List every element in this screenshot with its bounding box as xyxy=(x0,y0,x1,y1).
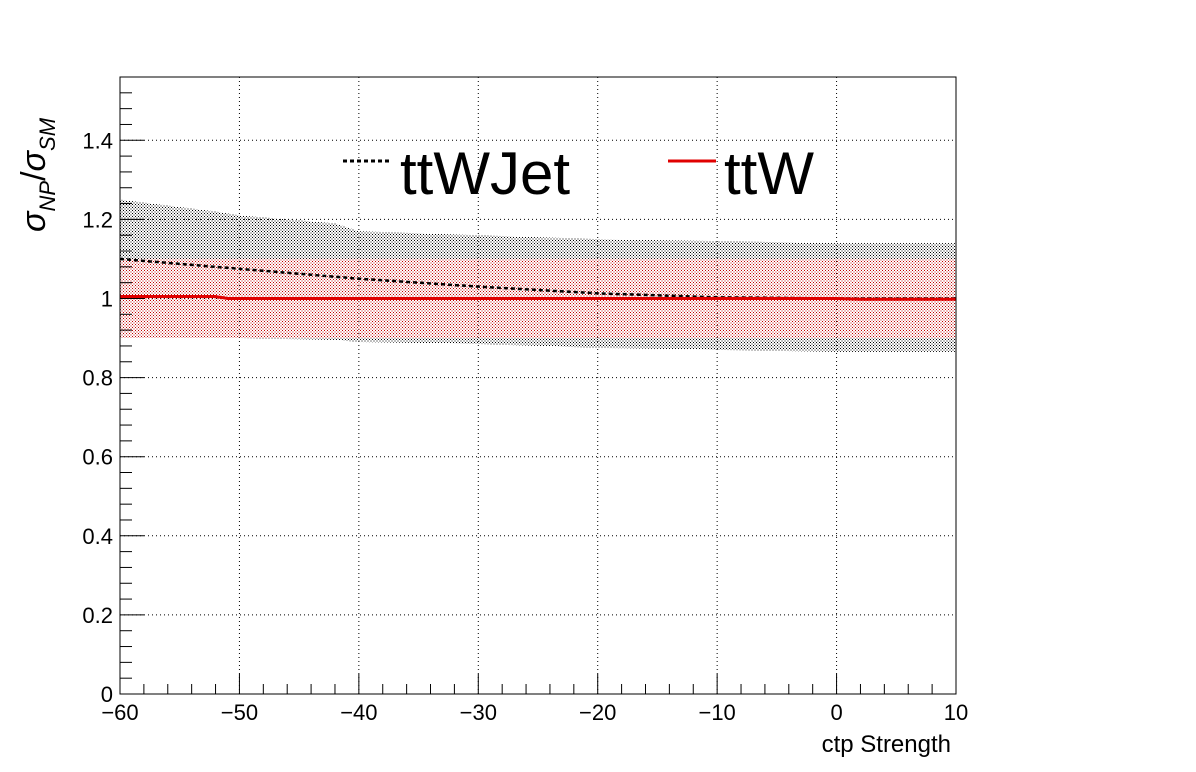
x-tick-label: −30 xyxy=(460,700,497,725)
y-tick-label: 1 xyxy=(101,286,113,311)
svg-text:σNP/σSM: σNP/σSM xyxy=(15,117,60,232)
x-tick-label: −40 xyxy=(340,700,377,725)
x-tick-label: −60 xyxy=(101,700,138,725)
x-tick-label: 0 xyxy=(830,700,842,725)
y-tick-label: 1.2 xyxy=(82,207,113,232)
y-tick-label: 0.6 xyxy=(82,445,113,470)
x-tick-label: −10 xyxy=(698,700,735,725)
y-tick-label: 1.4 xyxy=(82,128,113,153)
x-tick-label: −20 xyxy=(579,700,616,725)
legend: ttWJet ttW xyxy=(343,140,814,207)
y-tick-label: 0.2 xyxy=(82,603,113,628)
plot-background xyxy=(120,77,956,694)
line-ttw xyxy=(120,295,956,301)
x-axis-label: ctp Strength xyxy=(822,731,951,758)
legend-label-ttwjet: ttWJet xyxy=(400,140,570,207)
axes: −60 −50 −40 −30 −20 −10 0 10 0 0.2 0.4 0.6 0.8 1 1.2 1.… xyxy=(82,76,968,725)
plot-frame xyxy=(119,76,957,695)
y-tick-label: 0.4 xyxy=(82,524,113,549)
y-tick-label: 0 xyxy=(101,682,113,707)
x-tick-label: −50 xyxy=(221,700,258,725)
y-axis-label: σNP/σSM xyxy=(15,117,60,232)
legend-label-ttw: ttW xyxy=(724,140,814,207)
y-tick-label: 0.8 xyxy=(82,366,113,391)
series-lines xyxy=(120,257,956,301)
x-tick-label: 10 xyxy=(944,700,968,725)
